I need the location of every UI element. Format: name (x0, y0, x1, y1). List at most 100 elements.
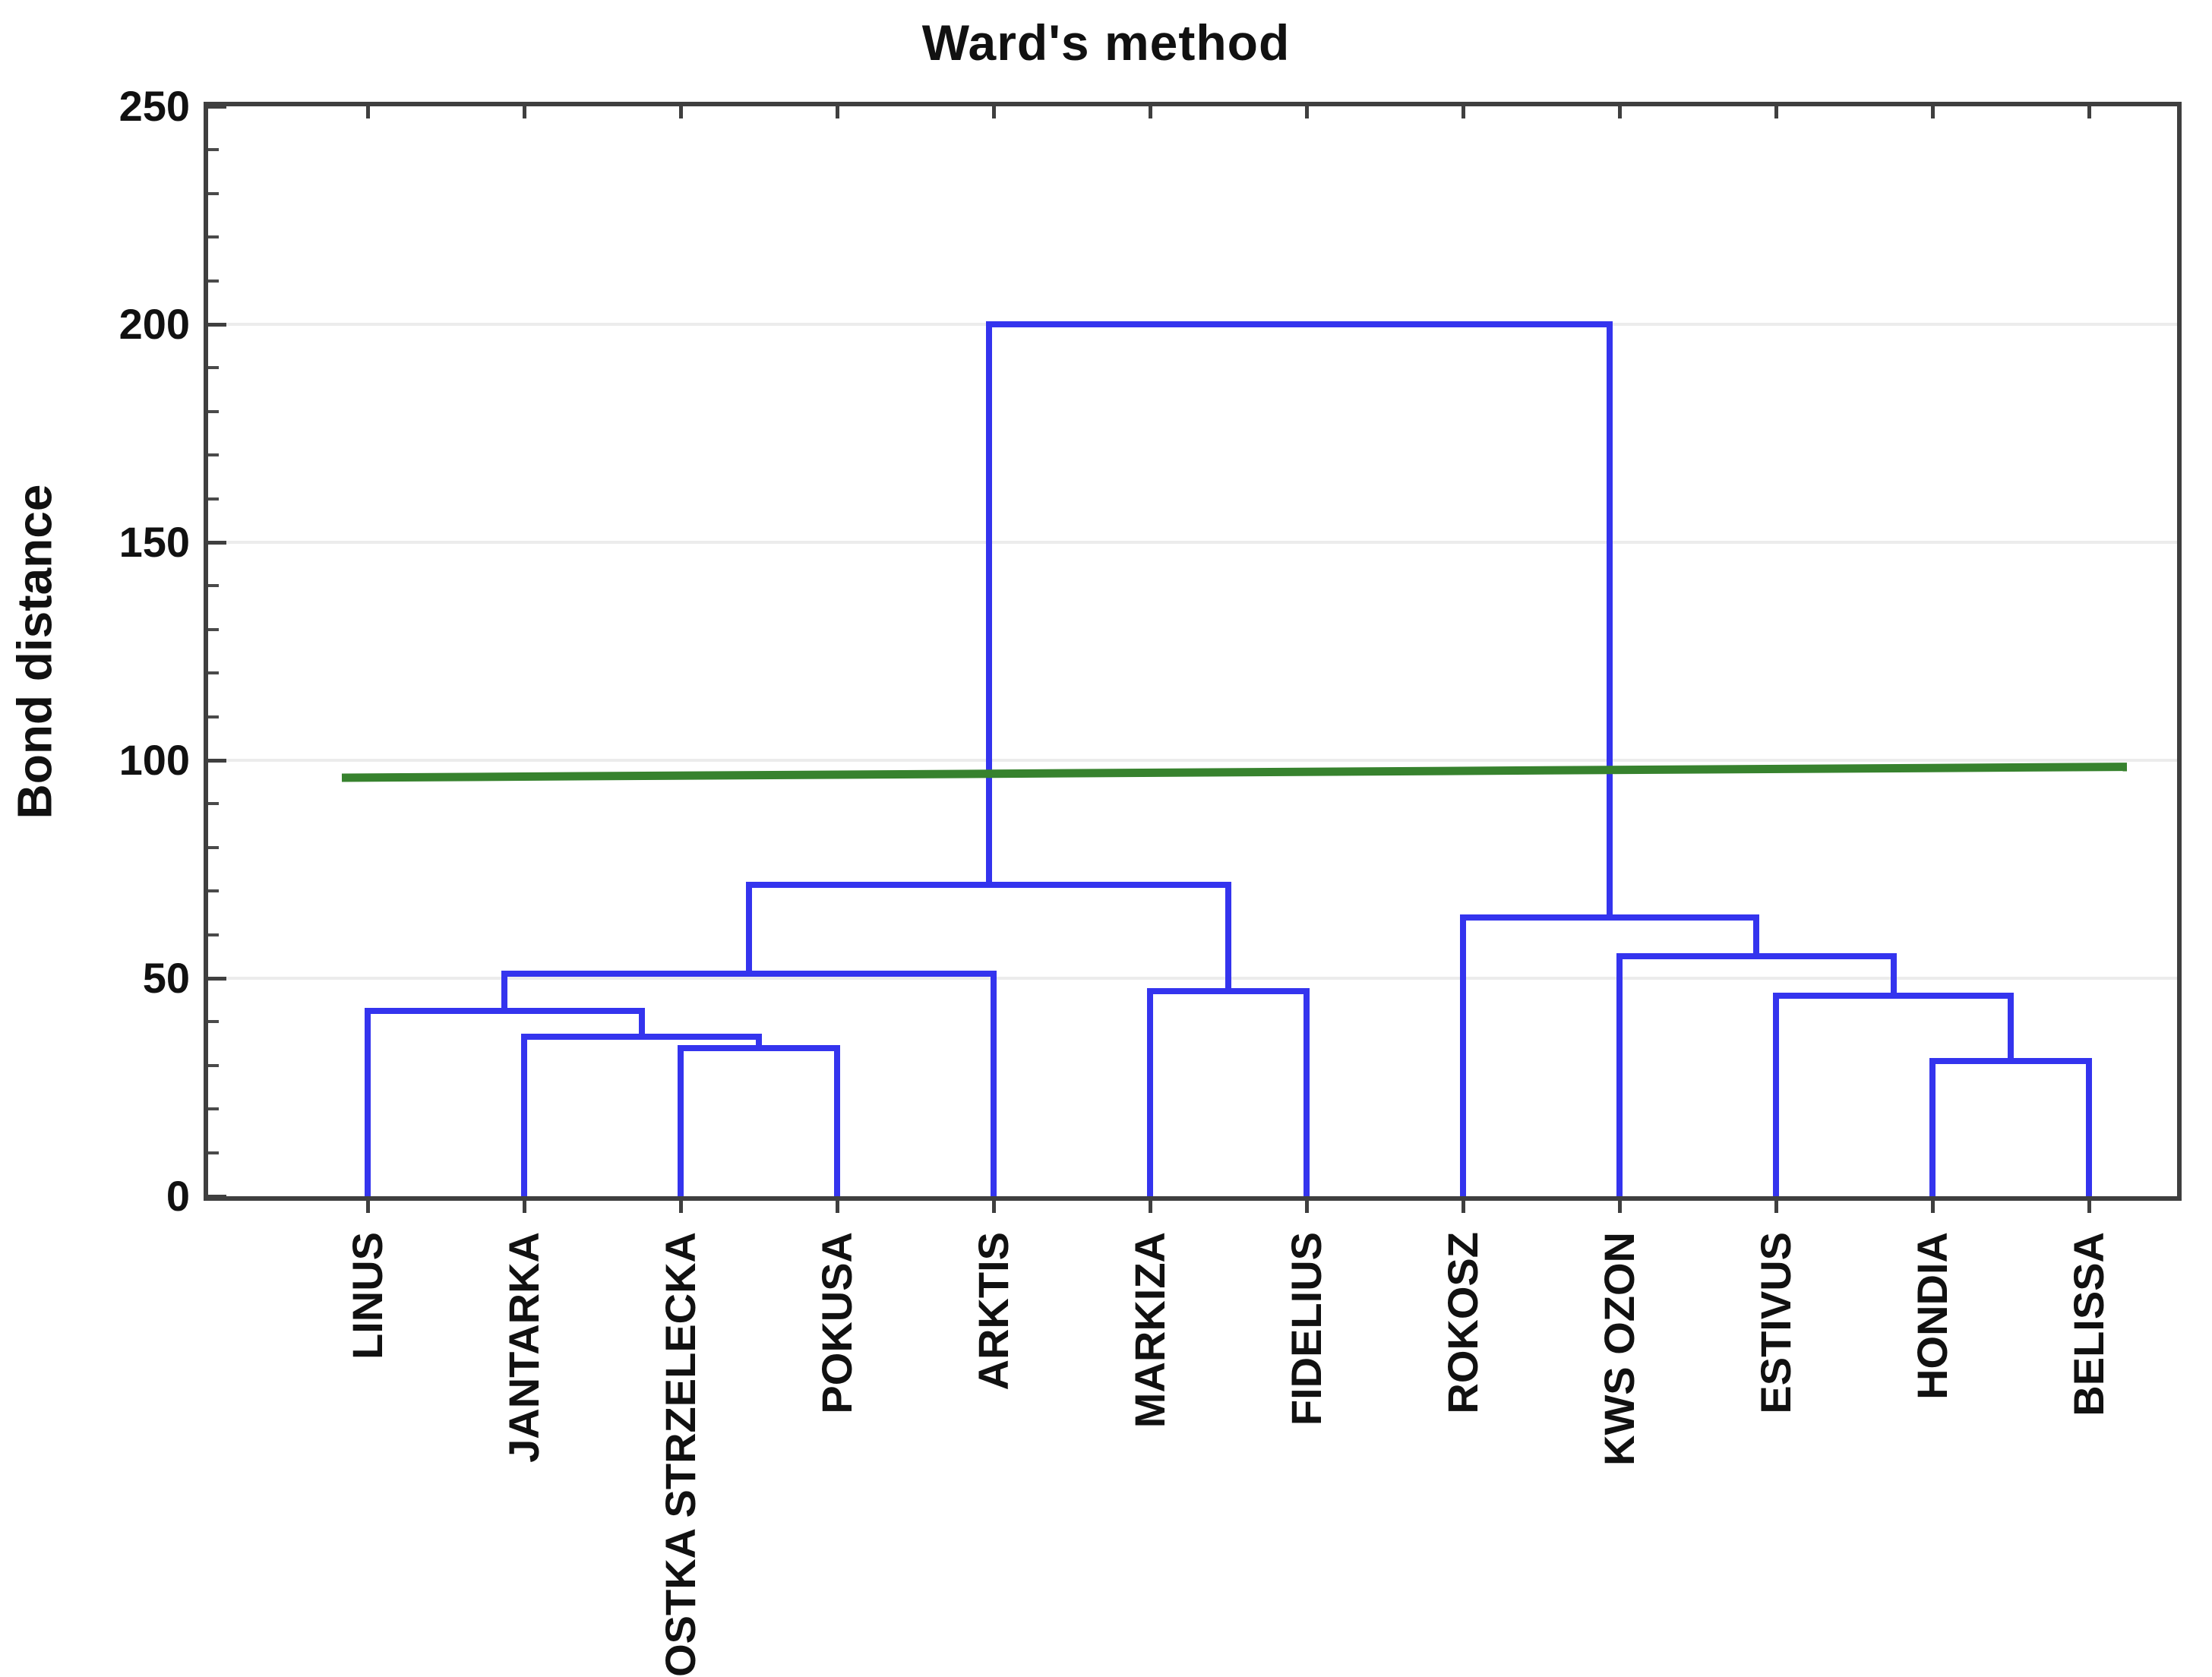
leaf-label: ARKTIS (969, 1232, 1017, 1390)
x-tick-top (991, 106, 996, 118)
dendrogram-segment (1147, 988, 1310, 995)
x-tick-top (1930, 106, 1935, 118)
x-tick-top (522, 106, 526, 118)
leaf-label: JANTARKA (500, 1232, 548, 1463)
dendrogram-segment (501, 971, 508, 1012)
x-tick-bottom (522, 1196, 526, 1213)
chart-title: Ward's method (921, 14, 1291, 71)
leaf-label-text: HONDIA (1908, 1232, 1956, 1400)
dendrogram-segment (365, 1008, 371, 1196)
dendrogram-segment (1773, 992, 1779, 1196)
y-minor-tick (208, 671, 219, 675)
plot-area (204, 102, 2182, 1213)
y-minor-tick (208, 366, 219, 370)
y-tick-label: 100 (118, 736, 190, 784)
y-tick-label: 250 (118, 82, 190, 130)
leaf-label-text: ESTIVUS (1752, 1232, 1800, 1414)
gridline (208, 541, 2177, 544)
x-tick-bottom (1617, 1196, 1622, 1213)
dendrogram-segment (678, 1044, 840, 1051)
x-tick-top (678, 106, 683, 118)
y-minor-tick (208, 715, 219, 718)
x-tick-bottom (1461, 1196, 1465, 1213)
x-tick-bottom (678, 1196, 683, 1213)
leaf-label-text: ROKOSZ (1439, 1232, 1487, 1414)
y-minor-tick (208, 148, 219, 152)
y-minor-tick (208, 802, 219, 806)
x-tick-top (1461, 106, 1465, 118)
x-tick-top (2087, 106, 2091, 118)
leaf-label-text: OSTKA STRZELECKA (656, 1232, 704, 1677)
dendrogram-segment (501, 971, 997, 977)
y-minor-tick (208, 279, 219, 283)
y-minor-tick (208, 1107, 219, 1111)
x-tick-top (835, 106, 839, 118)
leaf-label: FIDELIUS (1282, 1232, 1330, 1426)
x-tick-bottom (835, 1196, 839, 1213)
y-minor-tick (208, 933, 219, 936)
y-tick-label: 0 (166, 1172, 190, 1220)
dendrogram-segment (521, 1034, 762, 1041)
x-tick-top (365, 106, 370, 118)
dendrogram-segment (985, 321, 992, 885)
leaf-label: ROKOSZ (1439, 1232, 1487, 1414)
dendrogram-segment (1607, 321, 1613, 917)
x-tick-top (1774, 106, 1778, 118)
x-tick-bottom (1930, 1196, 1935, 1213)
x-tick-bottom (2087, 1196, 2091, 1213)
y-major-tick (208, 758, 226, 763)
y-axis-title-box: Bond distance (0, 106, 68, 1196)
leaf-label-text: ARKTIS (969, 1232, 1017, 1391)
leaf-label: KWS OZON (1595, 1232, 1643, 1466)
dendrogram-segment (1753, 914, 1760, 957)
y-minor-tick (208, 409, 219, 413)
leaf-label: HONDIA (1908, 1232, 1956, 1400)
y-tick-label: 50 (142, 954, 190, 1002)
dendrogram-segment (2008, 992, 2014, 1062)
dendrogram-segment (678, 1044, 684, 1196)
leaf-label-text: BELISSA (2065, 1232, 2112, 1416)
leaf-label: POKUSA (813, 1232, 861, 1414)
y-minor-tick (208, 845, 219, 849)
y-minor-tick (208, 1151, 219, 1154)
leaf-label-text: KWS OZON (1595, 1232, 1643, 1466)
dendrogram-segment (1147, 988, 1153, 1196)
leaf-label-text: FIDELIUS (1282, 1232, 1330, 1426)
dendrogram-segment (2086, 1058, 2092, 1196)
y-minor-tick (208, 584, 219, 588)
x-tick-bottom (365, 1196, 370, 1213)
leaf-label: ESTIVUS (1752, 1232, 1800, 1414)
y-minor-tick (208, 889, 219, 893)
dendrogram-segment (1304, 988, 1310, 1196)
dendrogram-segment (746, 881, 753, 974)
dendrogram-segment (756, 1034, 762, 1048)
y-minor-tick (208, 497, 219, 501)
x-tick-top (1304, 106, 1309, 118)
gridline (208, 977, 2177, 980)
dendrogram-segment (365, 1008, 645, 1015)
y-tick-label: 150 (118, 518, 190, 566)
dendrogram-segment (638, 1008, 645, 1037)
dendrogram-segment (1773, 992, 2014, 999)
leaf-label: LINUS (343, 1232, 391, 1360)
leaf-label-text: POKUSA (813, 1232, 861, 1414)
dendrogram-segment (1225, 881, 1231, 992)
leaf-label: OSTKA STRZELECKA (656, 1232, 704, 1677)
dendrogram-segment (1460, 914, 1760, 921)
y-major-tick (208, 976, 226, 981)
leaf-label-text: JANTARKA (500, 1232, 548, 1463)
x-tick-bottom (991, 1196, 996, 1213)
gridline (208, 759, 2177, 762)
y-minor-tick (208, 627, 219, 631)
x-tick-top (1148, 106, 1152, 118)
dendrogram-segment (1460, 914, 1466, 1196)
dendrogram-segment (1929, 1058, 1936, 1196)
y-minor-tick (208, 1020, 219, 1024)
y-major-tick (208, 540, 226, 545)
leaf-label: MARKIZA (1126, 1232, 1174, 1428)
dendrogram-segment (985, 321, 1613, 327)
leaf-label-text: LINUS (343, 1232, 391, 1360)
dendrogram-segment (991, 971, 997, 1196)
y-major-tick (208, 104, 226, 109)
